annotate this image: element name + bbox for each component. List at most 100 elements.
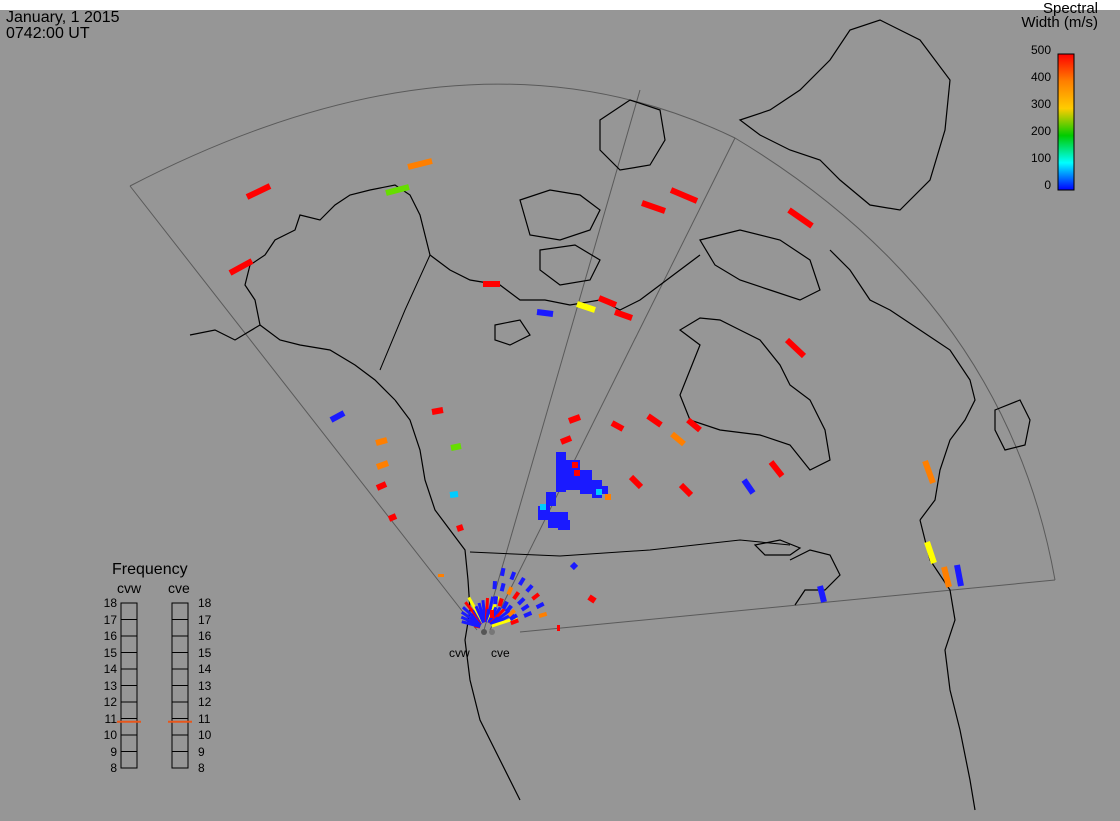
echo-cluster [546, 492, 556, 506]
echo-cell [228, 258, 254, 276]
colorbar-tick-200: 200 [1030, 124, 1051, 138]
arctic-coast [429, 254, 701, 311]
frequency-tick-right: 10 [198, 728, 212, 742]
echo-cell [329, 410, 346, 423]
boundaries [379, 254, 791, 557]
near-range-echo [492, 580, 497, 590]
frequency-box-cve [171, 685, 189, 703]
echo-cluster [540, 504, 546, 510]
frequency-title: Frequency [112, 561, 188, 578]
colorbar-tick-300: 300 [1030, 97, 1051, 111]
echo-cell [670, 431, 686, 447]
frequency-box-cve [171, 652, 189, 670]
echo-cell [597, 295, 618, 308]
site-label-cvw: cvw [449, 646, 470, 660]
colorbar-tick-500: 500 [1030, 43, 1051, 57]
echo-cell [407, 158, 433, 170]
frequency-tick-left: 16 [103, 629, 117, 643]
site-label-cve: cve [491, 646, 510, 660]
colorbar-tick-100: 100 [1030, 151, 1051, 165]
near-range-echo [525, 584, 534, 593]
frequency-tick-left: 12 [103, 695, 117, 709]
echo-cluster [596, 489, 602, 495]
echo-cell [375, 437, 388, 446]
cve-site-marker [489, 629, 495, 635]
echo-cell [536, 309, 554, 317]
frequency-box-cve [171, 635, 189, 653]
echo-cell [375, 481, 388, 491]
frequency-box-cve [171, 701, 189, 719]
frequency-tick-left: 15 [103, 645, 117, 660]
near-range-echo [500, 567, 506, 577]
date-label: January, 1 2015 [6, 9, 120, 26]
echo-cell [587, 594, 597, 604]
frequency-box-cvw [120, 635, 138, 653]
echo-cell [628, 474, 644, 490]
echo-cell [569, 561, 579, 571]
echo-cell [954, 564, 964, 587]
echo-cell [245, 183, 272, 200]
alaska-panhandle [259, 324, 396, 401]
echo-cell [646, 413, 663, 428]
echo-cluster [572, 462, 578, 468]
frequency-box-cve [171, 751, 189, 769]
frequency-tick-right: 8 [198, 761, 205, 775]
echo-cell [576, 301, 596, 313]
echo-cluster [600, 486, 608, 494]
echo-cell [768, 460, 785, 478]
labrador-coast [829, 249, 976, 521]
frequency-tick-right: 14 [198, 662, 212, 676]
near-range-echo [538, 611, 548, 619]
colorbar-title-line2: Width (m/s) [1021, 14, 1098, 31]
us-east-coast [919, 519, 976, 811]
frequency-tick-right: 11 [198, 711, 211, 726]
fov-outline [129, 83, 1056, 633]
frequency-box-cvw [120, 652, 138, 670]
frequency-box-cvw [120, 751, 138, 769]
echo-cluster [605, 494, 611, 500]
frequency-tick-right: 12 [198, 695, 212, 709]
cvw-site-marker [481, 629, 487, 635]
near-range-echo [520, 603, 530, 612]
near-range-echo [512, 591, 521, 601]
echo-cell [559, 435, 573, 445]
near-range-echo [499, 582, 506, 592]
newfoundland [994, 399, 1031, 451]
near-range-echo [504, 604, 513, 614]
fov-west-edge [129, 185, 478, 631]
great-lakes [789, 549, 841, 606]
echo-cells [228, 158, 964, 631]
echo-cell [787, 207, 814, 229]
near-range-echo [535, 601, 545, 610]
coastlines [189, 19, 1031, 811]
echo-cell [678, 482, 694, 498]
echo-cell [941, 566, 952, 588]
near-range-echo [497, 597, 504, 607]
frequency-tick-left: 10 [103, 728, 117, 742]
frequency-label-cve: cve [168, 580, 190, 596]
echo-cell [924, 541, 937, 564]
arctic-islands-2 [599, 99, 666, 171]
echo-cell [784, 337, 807, 359]
lake-superior [753, 539, 802, 556]
colorbar-tick-0: 0 [1044, 178, 1051, 192]
echo-cell [450, 443, 462, 451]
echo-cell [456, 524, 464, 532]
echo-cluster [558, 520, 570, 530]
near-range-echo [510, 618, 519, 626]
frequency-tick-left: 11 [104, 711, 117, 726]
frequency-tick-left: 13 [103, 678, 117, 693]
arctic-islands-3 [539, 244, 601, 286]
frequency-box-cve [171, 668, 189, 686]
frequency-box-cve [171, 734, 189, 752]
echo-cell [741, 478, 756, 495]
frequency-tick-right: 16 [198, 629, 212, 643]
colorbar-tick-400: 400 [1030, 70, 1051, 84]
arctic-islands-1 [519, 189, 601, 241]
frequency-tick-left: 9 [110, 744, 117, 759]
frequency-tick-left: 17 [103, 612, 117, 627]
echo-cell [610, 420, 625, 432]
frequency-box-cvw [120, 668, 138, 686]
